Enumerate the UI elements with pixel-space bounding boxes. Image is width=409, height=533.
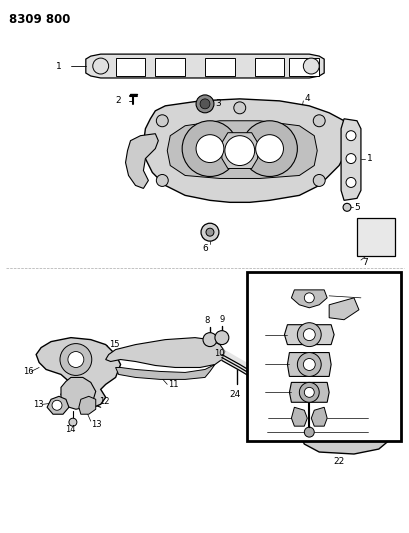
Text: 18: 18 bbox=[363, 290, 374, 300]
Circle shape bbox=[303, 293, 313, 303]
Circle shape bbox=[156, 115, 168, 127]
Circle shape bbox=[196, 95, 213, 113]
Circle shape bbox=[303, 329, 315, 341]
Text: 5: 5 bbox=[353, 203, 359, 212]
Polygon shape bbox=[106, 337, 224, 367]
Text: 8309 800: 8309 800 bbox=[9, 13, 70, 26]
Text: 21: 21 bbox=[254, 388, 265, 397]
Text: 20: 20 bbox=[254, 360, 265, 369]
Circle shape bbox=[301, 421, 312, 431]
Text: 16: 16 bbox=[23, 367, 34, 376]
Circle shape bbox=[214, 330, 228, 345]
Text: 19: 19 bbox=[254, 330, 265, 339]
Polygon shape bbox=[310, 407, 326, 426]
Polygon shape bbox=[287, 352, 330, 376]
Polygon shape bbox=[284, 325, 333, 345]
Text: 13: 13 bbox=[33, 400, 44, 409]
Text: 12: 12 bbox=[99, 397, 109, 406]
Text: 18: 18 bbox=[368, 427, 379, 437]
Bar bbox=[204, 58, 234, 76]
Bar bbox=[289, 58, 319, 76]
Circle shape bbox=[233, 102, 245, 114]
Polygon shape bbox=[291, 407, 307, 426]
Circle shape bbox=[342, 203, 350, 211]
Text: 18: 18 bbox=[257, 427, 267, 437]
Circle shape bbox=[303, 359, 315, 370]
Circle shape bbox=[156, 174, 168, 187]
Circle shape bbox=[312, 174, 324, 187]
Circle shape bbox=[255, 135, 283, 163]
Text: 13: 13 bbox=[90, 419, 101, 429]
Circle shape bbox=[345, 177, 355, 188]
Text: 8: 8 bbox=[204, 316, 209, 325]
Polygon shape bbox=[299, 409, 393, 454]
Text: 23: 23 bbox=[368, 414, 379, 423]
Text: 22: 22 bbox=[333, 457, 344, 466]
Polygon shape bbox=[328, 298, 358, 320]
Polygon shape bbox=[221, 133, 257, 168]
Polygon shape bbox=[79, 397, 96, 414]
Text: 11: 11 bbox=[168, 380, 178, 389]
Circle shape bbox=[303, 427, 313, 437]
Circle shape bbox=[345, 131, 355, 141]
Polygon shape bbox=[85, 54, 324, 78]
Circle shape bbox=[312, 115, 324, 127]
Circle shape bbox=[68, 352, 83, 367]
Text: 10: 10 bbox=[213, 349, 224, 358]
Polygon shape bbox=[61, 377, 96, 409]
Text: 6: 6 bbox=[202, 244, 207, 253]
Circle shape bbox=[205, 228, 213, 236]
Circle shape bbox=[196, 135, 223, 163]
Circle shape bbox=[69, 418, 76, 426]
Circle shape bbox=[202, 333, 216, 346]
Circle shape bbox=[52, 400, 62, 410]
Circle shape bbox=[297, 322, 320, 346]
Circle shape bbox=[60, 344, 92, 375]
Text: 2: 2 bbox=[115, 96, 121, 106]
Circle shape bbox=[349, 422, 367, 440]
Bar bbox=[254, 58, 284, 76]
Circle shape bbox=[92, 58, 108, 74]
Bar bbox=[115, 58, 145, 76]
Polygon shape bbox=[143, 99, 348, 203]
Circle shape bbox=[371, 429, 381, 439]
Circle shape bbox=[182, 121, 237, 176]
Circle shape bbox=[299, 382, 319, 402]
Text: 23: 23 bbox=[257, 414, 267, 423]
Polygon shape bbox=[115, 365, 214, 379]
Polygon shape bbox=[125, 134, 158, 188]
Polygon shape bbox=[291, 290, 326, 308]
Circle shape bbox=[310, 422, 327, 440]
Text: 3: 3 bbox=[214, 99, 220, 108]
Text: 1: 1 bbox=[56, 61, 62, 70]
Polygon shape bbox=[340, 119, 360, 200]
Polygon shape bbox=[289, 382, 328, 402]
Text: 17: 17 bbox=[360, 305, 371, 314]
Text: 9: 9 bbox=[219, 315, 224, 324]
Circle shape bbox=[345, 154, 355, 164]
Polygon shape bbox=[167, 121, 317, 179]
Circle shape bbox=[241, 121, 297, 176]
Text: 15: 15 bbox=[108, 340, 119, 349]
Circle shape bbox=[200, 99, 209, 109]
Bar bbox=[246, 272, 400, 441]
Circle shape bbox=[297, 352, 320, 376]
Circle shape bbox=[224, 136, 254, 166]
Circle shape bbox=[200, 223, 218, 241]
Text: 24: 24 bbox=[229, 390, 240, 399]
Text: 14: 14 bbox=[65, 425, 75, 434]
Text: 7: 7 bbox=[361, 257, 367, 266]
Circle shape bbox=[303, 387, 313, 397]
Bar bbox=[356, 218, 394, 256]
Polygon shape bbox=[36, 337, 120, 409]
Text: 4: 4 bbox=[303, 94, 309, 103]
Text: 1: 1 bbox=[366, 154, 372, 163]
Bar bbox=[155, 58, 185, 76]
Polygon shape bbox=[47, 397, 69, 414]
Circle shape bbox=[303, 58, 319, 74]
